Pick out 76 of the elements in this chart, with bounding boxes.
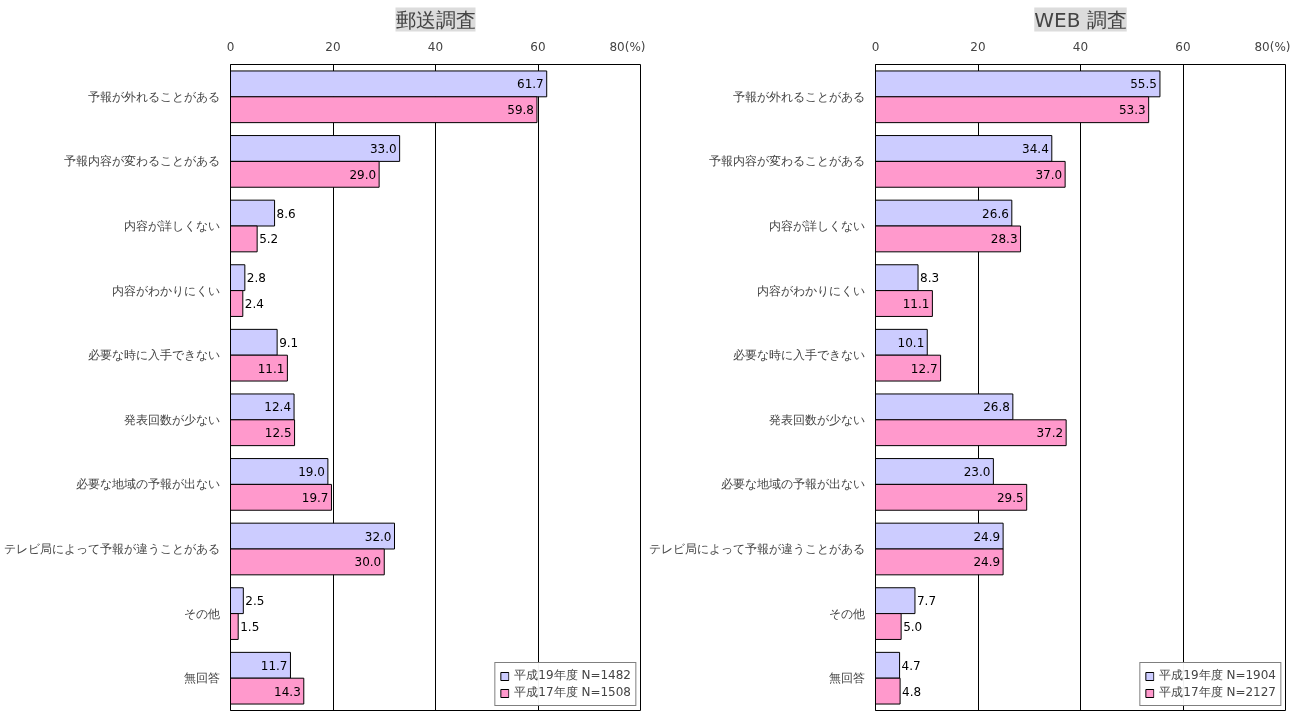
data-label: 7.7 — [916, 594, 937, 609]
data-label: 26.6 — [982, 206, 1009, 221]
data-label: 23.0 — [963, 464, 991, 479]
data-label: 4.8 — [902, 684, 922, 699]
data-label: 37.0 — [1035, 167, 1063, 182]
chart-title: 郵送調査 — [395, 7, 476, 32]
data-label: 9.1 — [279, 335, 299, 350]
data-label: 37.2 — [1036, 426, 1064, 441]
x-tick-label: 0 — [226, 39, 235, 54]
y-tick-label: テレビ局によって予報が違うことがある — [648, 542, 865, 556]
y-tick-label: 予報が外れることがある — [732, 89, 865, 104]
data-label: 59.8 — [507, 103, 534, 118]
x-tick-label: 20 — [970, 39, 986, 54]
data-label: 55.5 — [1130, 77, 1157, 92]
data-label: 11.7 — [260, 658, 288, 673]
y-tick-label: 内容が詳しくない — [123, 219, 220, 233]
data-label: 12.5 — [264, 426, 292, 441]
data-label: 2.4 — [244, 297, 264, 312]
legend-label: 平成17年度 N=2127 — [1159, 684, 1276, 701]
x-tick-label: 0 — [871, 39, 880, 54]
y-tick-label: テレビ局によって予報が違うことがある — [3, 542, 220, 556]
y-tick-label: 無回答 — [183, 671, 220, 686]
y-tick-label: その他 — [828, 606, 865, 621]
data-label: 26.8 — [983, 400, 1010, 415]
y-tick-label: 予報が外れることがある — [87, 89, 220, 104]
data-label: 11.1 — [257, 361, 285, 376]
data-label: 19.0 — [298, 464, 325, 479]
data-label: 5.0 — [903, 620, 923, 635]
data-label: 33.0 — [369, 141, 397, 156]
y-tick-label: その他 — [183, 606, 220, 621]
data-label: 61.7 — [516, 77, 544, 92]
x-tick-label: 40 — [1072, 39, 1089, 54]
x-tick-label: 80(%) — [609, 39, 646, 54]
data-label: 1.5 — [240, 620, 260, 635]
y-tick-label: 発表回数が少ない — [768, 412, 865, 427]
data-label: 12.4 — [264, 400, 292, 415]
data-label: 53.3 — [1118, 103, 1146, 118]
y-tick-label: 必要な時に入手できない — [87, 348, 220, 363]
y-tick-label: 発表回数が少ない — [123, 412, 220, 427]
y-tick-label: 内容がわかりにくい — [756, 283, 865, 298]
y-tick-label: 必要な時に入手できない — [732, 348, 865, 363]
data-label: 10.1 — [897, 335, 925, 350]
y-tick-label: 内容がわかりにくい — [111, 283, 220, 298]
y-tick-label: 内容が詳しくない — [768, 219, 865, 233]
data-label: 5.2 — [259, 232, 279, 247]
data-label: 12.7 — [910, 361, 938, 376]
x-tick-label: 20 — [325, 39, 341, 54]
data-label: 11.1 — [902, 297, 930, 312]
chart-title: WEB 調査 — [1034, 7, 1127, 32]
y-tick-label: 無回答 — [828, 671, 865, 686]
y-tick-label: 必要な地域の予報が出ない — [720, 477, 865, 492]
data-label: 24.9 — [973, 529, 1001, 544]
data-label: 29.5 — [996, 490, 1024, 505]
data-label: 19.7 — [301, 490, 329, 505]
x-tick-label: 80(%) — [1254, 39, 1291, 54]
data-label: 29.0 — [349, 167, 377, 182]
data-label: 8.3 — [920, 271, 940, 286]
data-label: 2.5 — [245, 594, 265, 609]
x-tick-label: 60 — [530, 39, 546, 54]
data-label: 8.6 — [276, 206, 296, 221]
data-label: 14.3 — [274, 684, 301, 699]
y-tick-label: 必要な地域の予報が出ない — [75, 477, 220, 492]
data-label: 24.9 — [973, 555, 1001, 570]
data-label: 4.7 — [901, 658, 921, 673]
legend-label: 平成19年度 N=1482 — [514, 667, 631, 684]
legend-label: 平成17年度 N=1508 — [514, 684, 631, 701]
y-tick-label: 予報内容が変わることがある — [63, 154, 220, 169]
data-label: 2.8 — [246, 271, 266, 286]
y-tick-label: 予報内容が変わることがある — [708, 154, 865, 169]
data-label: 34.4 — [1022, 141, 1049, 156]
data-label: 28.3 — [990, 232, 1018, 247]
data-label: 32.0 — [364, 529, 392, 544]
data-label: 30.0 — [354, 555, 382, 570]
legend-label: 平成19年度 N=1904 — [1159, 667, 1276, 684]
x-tick-label: 40 — [427, 39, 444, 54]
x-tick-label: 60 — [1175, 39, 1191, 54]
